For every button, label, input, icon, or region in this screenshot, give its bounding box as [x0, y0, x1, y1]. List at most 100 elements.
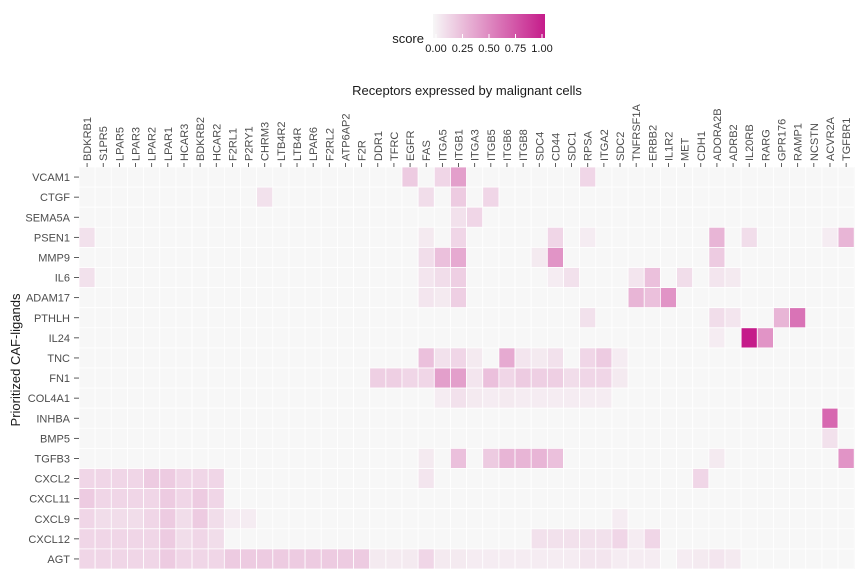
heatmap-cell — [320, 287, 338, 309]
heatmap-cell — [563, 488, 581, 510]
x-tick-label: LPAR5 — [114, 127, 126, 161]
heatmap-cell — [159, 166, 177, 188]
heatmap-cell — [433, 468, 451, 490]
heatmap-cell — [756, 206, 774, 228]
heatmap-cell — [805, 407, 823, 429]
heatmap-cell — [530, 468, 548, 490]
heatmap-cell — [94, 447, 112, 469]
heatmap-cell — [595, 287, 613, 309]
heatmap-cell — [740, 488, 758, 510]
heatmap-cell — [805, 548, 823, 570]
heatmap-cell — [417, 287, 435, 309]
heatmap-cell — [110, 508, 128, 530]
heatmap-cell — [482, 267, 500, 289]
heatmap-cell — [708, 468, 726, 490]
heatmap-cell — [433, 528, 451, 550]
heatmap-cell — [320, 327, 338, 349]
heatmap-cell — [514, 548, 532, 570]
heatmap-cell — [595, 186, 613, 208]
heatmap-cell — [676, 508, 694, 530]
heatmap-cell — [773, 488, 791, 510]
heatmap-cell — [627, 246, 645, 268]
heatmap-cell — [466, 206, 484, 228]
heatmap-cell — [579, 246, 597, 268]
heatmap-cell — [110, 447, 128, 469]
heatmap-cell — [514, 367, 532, 389]
heatmap-cell — [740, 267, 758, 289]
heatmap-cell — [514, 246, 532, 268]
heatmap-cell — [611, 387, 629, 409]
heatmap-cell — [773, 508, 791, 530]
heatmap-cell — [223, 387, 241, 409]
heatmap-cell — [78, 488, 96, 510]
heatmap-cell — [837, 327, 855, 349]
heatmap-cell — [450, 447, 468, 469]
heatmap-cell — [223, 508, 241, 530]
heatmap-cell — [336, 166, 354, 188]
heatmap-cell — [240, 387, 258, 409]
x-tick-label: RARG — [760, 129, 772, 161]
heatmap-cell — [223, 327, 241, 349]
heatmap-cell — [191, 186, 209, 208]
heatmap-cell — [740, 186, 758, 208]
x-tick-label: ITGA5 — [437, 129, 449, 161]
heatmap-cell — [773, 347, 791, 369]
heatmap-cell — [530, 267, 548, 289]
heatmap-cell — [627, 267, 645, 289]
heatmap-cell — [563, 267, 581, 289]
heatmap-cell — [546, 267, 564, 289]
heatmap-cell — [320, 206, 338, 228]
heatmap-cell — [821, 307, 839, 329]
heatmap-cell — [207, 387, 225, 409]
heatmap-cell — [498, 246, 516, 268]
heatmap-cell — [143, 407, 161, 429]
heatmap-cell — [611, 447, 629, 469]
heatmap-cell — [401, 226, 419, 248]
heatmap-cell — [563, 528, 581, 550]
heatmap-cell — [320, 508, 338, 530]
heatmap-cell — [127, 427, 144, 449]
heatmap-cell — [627, 447, 645, 469]
heatmap-cell — [175, 367, 193, 389]
heatmap-cell — [223, 427, 241, 449]
heatmap-cell — [708, 166, 726, 188]
heatmap-cell — [821, 488, 839, 510]
heatmap-cell — [514, 427, 532, 449]
heatmap-cell — [466, 226, 484, 248]
heatmap-cell — [272, 508, 290, 530]
heatmap-cell — [272, 528, 290, 550]
heatmap-cell — [127, 528, 144, 550]
heatmap-cell — [821, 287, 839, 309]
heatmap-cell — [514, 166, 532, 188]
heatmap-cell — [175, 186, 193, 208]
heatmap-cell — [353, 528, 371, 550]
x-tick-label: ITGB8 — [518, 129, 530, 161]
heatmap-cell — [336, 347, 354, 369]
heatmap-cell — [740, 206, 758, 228]
heatmap-cell — [369, 206, 387, 228]
heatmap-cell — [336, 327, 354, 349]
heatmap-cell — [433, 206, 451, 228]
heatmap-cell — [724, 327, 742, 349]
heatmap-cell — [482, 307, 500, 329]
heatmap-cell — [401, 407, 419, 429]
heatmap-cell — [369, 488, 387, 510]
heatmap-cell — [756, 488, 774, 510]
heatmap-cell — [159, 226, 177, 248]
x-tick-label: CDH1 — [696, 131, 708, 161]
x-tick-label: LPAR2 — [147, 127, 159, 161]
heatmap-cell — [563, 367, 581, 389]
x-tick-label: S1PR5 — [98, 126, 110, 161]
heatmap-cell — [514, 508, 532, 530]
heatmap-cell — [433, 508, 451, 530]
heatmap-cell — [546, 186, 564, 208]
heatmap-cell — [304, 488, 322, 510]
heatmap-cell — [563, 468, 581, 490]
heatmap-cell — [756, 327, 774, 349]
heatmap-cell — [498, 307, 516, 329]
x-axis-title: Receptors expressed by malignant cells — [352, 83, 582, 98]
heatmap-cell — [78, 447, 96, 469]
heatmap-cell — [272, 427, 290, 449]
heatmap-cell — [94, 166, 112, 188]
heatmap-cell — [256, 427, 274, 449]
